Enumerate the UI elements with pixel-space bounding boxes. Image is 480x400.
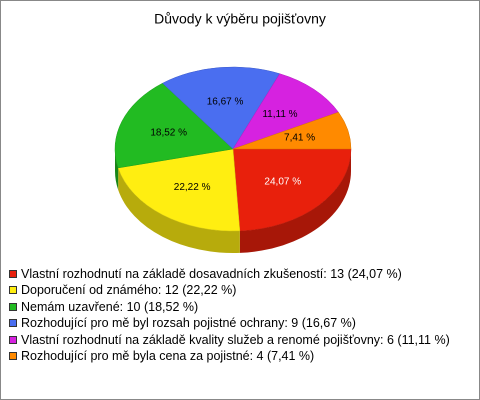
data-label: 16,67 %: [207, 96, 244, 107]
legend-swatch: [9, 302, 17, 311]
legend-item: Rozhodující pro mě byl rozsah pojistné o…: [9, 315, 471, 331]
legend-label: Nemám uzavřené: 10 (18,52 %): [21, 299, 199, 314]
data-label: 22,22 %: [174, 182, 211, 193]
data-label: 24,07 %: [264, 176, 301, 187]
slice: [232, 148, 352, 232]
legend-item: Vlastní rozhodnutí na základě dosavadníc…: [9, 266, 471, 282]
slice: [232, 111, 352, 150]
legend: Vlastní rozhodnutí na základě dosavadníc…: [9, 266, 471, 364]
legend-swatch: [9, 270, 17, 278]
legend-label: Doporučení od známého: 12 (22,22 %): [21, 283, 237, 298]
slice: [232, 73, 339, 150]
slice: [117, 148, 241, 232]
chart-title: Důvody k výběru pojišťovny: [154, 11, 326, 27]
legend-label: Rozhodující pro mě byla cena za pojistné…: [21, 349, 315, 364]
pie-area: Důvody k výběru pojišťovny 24,07 % 22,22 …: [114, 11, 352, 253]
legend-label: Rozhodující pro mě byl rozsah pojistné o…: [21, 316, 356, 331]
legend-swatch: [9, 319, 17, 328]
data-label: 7,41 %: [284, 133, 315, 144]
slice-side: [118, 167, 240, 253]
legend-label: Vlastní rozhodnutí na základě kvality sl…: [21, 332, 450, 347]
slice: [162, 66, 281, 150]
legend-label: Vlastní rozhodnutí na základě dosavadníc…: [21, 267, 402, 281]
legend-swatch: [9, 286, 17, 295]
slice-side: [239, 149, 351, 253]
data-label: 18,52 %: [150, 127, 187, 138]
legend-item: Nemám uzavřené: 10 (18,52 %): [9, 299, 471, 315]
legend-swatch: [9, 335, 17, 344]
slice: [114, 82, 234, 169]
legend-item: Doporučení od známého: 12 (22,22 %): [9, 282, 471, 298]
data-label: 11,11 %: [262, 109, 297, 120]
legend-swatch: [9, 352, 17, 361]
legend-item: Rozhodující pro mě byla cena za pojistné…: [9, 348, 471, 364]
legend-item: Vlastní rozhodnutí na základě kvality sl…: [9, 332, 471, 348]
